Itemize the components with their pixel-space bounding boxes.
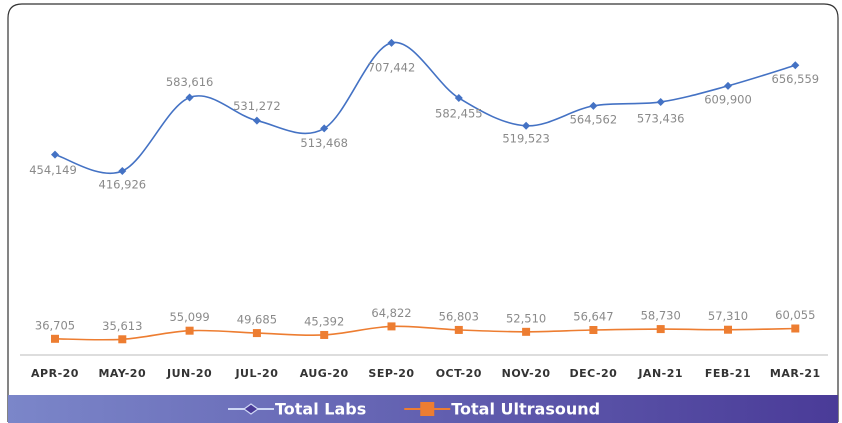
x-tick-label: OCT-20 — [436, 367, 482, 380]
series-line — [54, 325, 796, 341]
data-label: 416,926 — [99, 178, 147, 192]
x-tick-label: MAY-20 — [98, 367, 146, 380]
point — [252, 329, 261, 338]
x-tick-label: DEC-20 — [569, 367, 617, 380]
point — [387, 322, 396, 331]
point — [791, 324, 800, 333]
data-label: 36,705 — [35, 318, 75, 332]
data-label: 64,822 — [371, 306, 411, 320]
data-label: 573,436 — [637, 111, 685, 125]
x-tick-label: FEB-21 — [705, 367, 751, 380]
data-label: 45,392 — [304, 314, 344, 328]
x-tick-label: JUN-20 — [166, 367, 212, 380]
data-label: 49,685 — [237, 313, 277, 327]
frame — [7, 3, 839, 422]
point — [454, 93, 463, 102]
data-label: 609,900 — [704, 92, 752, 106]
legend-label: Total Ultrasound — [451, 400, 600, 419]
x-tick-label: JUL-20 — [234, 367, 278, 380]
data-label: 513,468 — [300, 136, 348, 150]
legend-marker — [420, 402, 435, 416]
point — [522, 121, 531, 130]
data-label: 564,562 — [570, 112, 618, 126]
data-label: 57,310 — [708, 309, 748, 323]
point — [185, 93, 194, 102]
data-label: 707,442 — [368, 60, 416, 74]
point — [51, 150, 59, 159]
point — [118, 167, 127, 176]
point — [185, 326, 194, 335]
point — [320, 330, 329, 339]
data-label: 56,647 — [573, 310, 613, 324]
point — [51, 334, 59, 343]
data-label: 52,510 — [506, 311, 546, 325]
point — [320, 124, 329, 133]
data-label: 58,730 — [641, 309, 681, 323]
point — [589, 326, 598, 335]
data-label: 56,803 — [439, 309, 479, 323]
point — [454, 325, 463, 334]
data-label: 55,099 — [169, 310, 209, 324]
data-label: 531,272 — [233, 99, 281, 113]
legend-label: Total Labs — [275, 400, 366, 419]
point — [724, 325, 732, 334]
point — [252, 116, 261, 125]
point — [656, 325, 665, 334]
point — [589, 101, 598, 110]
point — [522, 327, 531, 336]
data-label: 582,455 — [435, 106, 483, 120]
data-label: 60,055 — [775, 308, 815, 322]
data-label: 583,616 — [166, 75, 214, 89]
data-label: 35,613 — [102, 319, 142, 333]
point — [656, 97, 665, 106]
x-tick-label: NOV-20 — [502, 367, 551, 380]
point — [724, 81, 732, 90]
data-label: 656,559 — [772, 72, 820, 86]
x-tick-label: APR-20 — [31, 367, 79, 380]
point — [118, 335, 127, 344]
data-label: 519,523 — [502, 131, 550, 145]
point — [387, 38, 396, 47]
x-tick-label: SEP-20 — [368, 367, 414, 380]
point — [791, 61, 800, 70]
x-tick-label: AUG-20 — [300, 367, 349, 380]
data-label: 454,149 — [29, 163, 77, 177]
x-tick-label: JAN-21 — [637, 367, 683, 380]
x-tick-label: MAR-21 — [770, 367, 821, 380]
legend-marker — [242, 403, 260, 415]
